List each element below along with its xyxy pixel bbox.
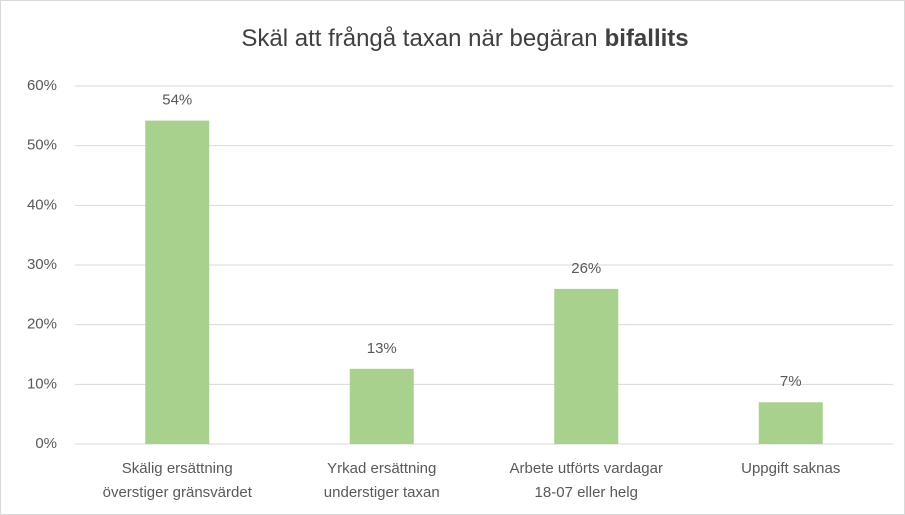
x-tick-label: överstiger gränsvärdet xyxy=(103,484,253,501)
y-tick-label: 20% xyxy=(27,316,57,333)
y-tick-label: 60% xyxy=(27,77,57,94)
x-tick-label: Uppgift saknas xyxy=(741,460,840,477)
x-tick-label: understiger taxan xyxy=(324,484,440,501)
title-bold: bifallits xyxy=(605,25,689,52)
bar xyxy=(758,402,823,444)
x-tick-label: Yrkad ersättning xyxy=(327,460,436,477)
data-label: 7% xyxy=(780,373,802,390)
bar xyxy=(349,368,414,444)
x-tick-label: 18-07 eller helg xyxy=(535,484,638,501)
chart-title: Skäl att frångå taxan när begäran bifalli… xyxy=(241,25,688,52)
x-tick-label: Skälig ersättning xyxy=(122,460,233,477)
data-label: 26% xyxy=(571,260,601,277)
y-tick-label: 50% xyxy=(27,137,57,154)
bar xyxy=(145,120,210,445)
data-label: 13% xyxy=(367,340,397,357)
data-label: 54% xyxy=(162,92,192,109)
bar xyxy=(554,288,619,444)
y-tick-label: 0% xyxy=(35,435,57,452)
y-tick-label: 40% xyxy=(27,196,57,213)
title-part: Skäl att frångå taxan när begäran xyxy=(241,25,597,52)
y-tick-label: 30% xyxy=(27,256,57,273)
x-tick-label: Arbete utförts vardagar xyxy=(510,460,663,477)
y-tick-label: 10% xyxy=(27,375,57,392)
